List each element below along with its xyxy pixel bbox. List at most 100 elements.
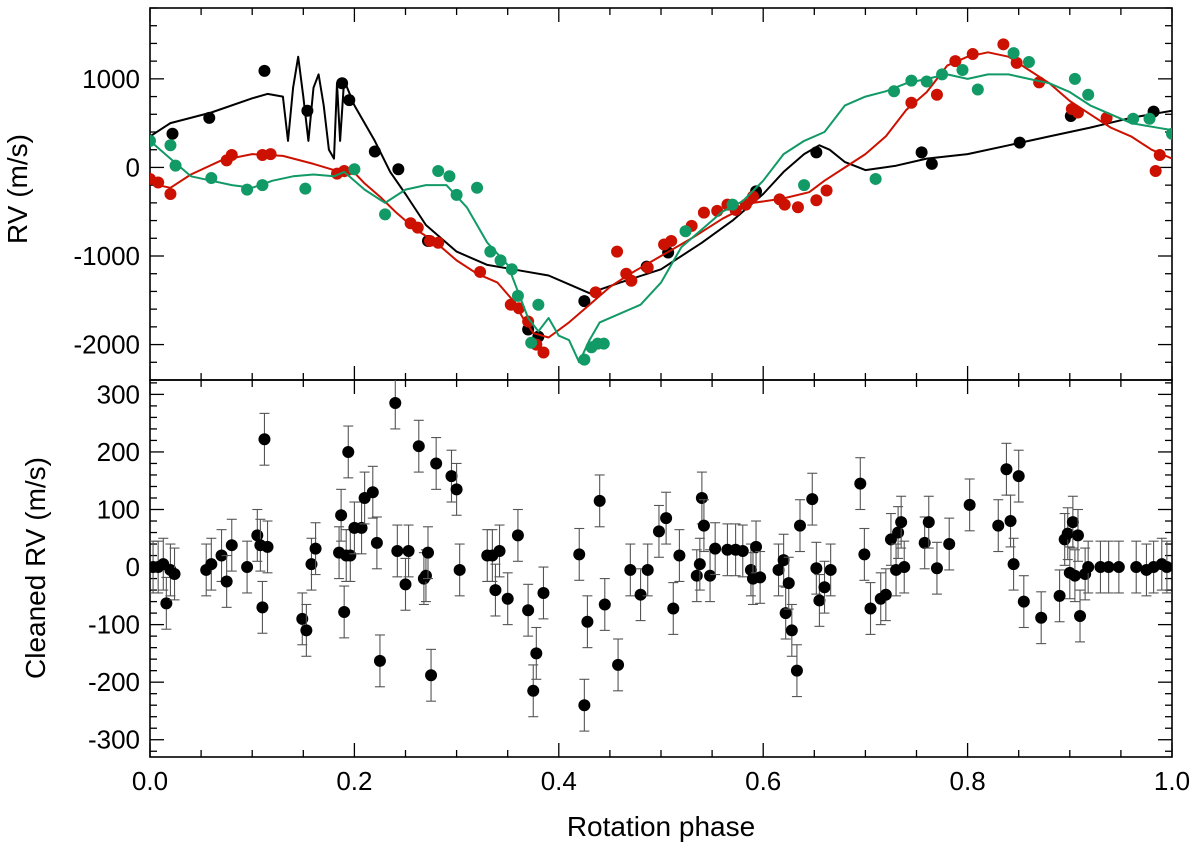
residuals-point [342, 445, 355, 458]
epoch-red-point [641, 261, 654, 274]
residuals-point [389, 397, 402, 410]
epoch-green-point [971, 83, 984, 96]
residuals-point [1112, 561, 1125, 574]
epoch-green-point [256, 179, 269, 192]
bottom-ylabel: Cleaned RV (m/s) [20, 457, 51, 679]
epoch-red-point [810, 194, 823, 207]
epoch-green-point [450, 188, 463, 201]
epoch-green-point [494, 254, 507, 267]
residuals-point [750, 540, 763, 553]
residuals-point [772, 563, 785, 576]
residuals-point [790, 664, 803, 677]
epoch-green-point [1007, 47, 1020, 60]
epoch-red-point [152, 176, 165, 189]
epoch-black-point [336, 77, 349, 90]
residuals-point [309, 542, 322, 555]
bottom-data [150, 380, 1172, 732]
residuals-point [261, 540, 274, 553]
residuals-point [296, 612, 309, 625]
residuals-point [489, 584, 502, 597]
residuals-point [785, 624, 798, 637]
residuals-point [1017, 595, 1030, 608]
epoch-black-point [810, 146, 823, 159]
residuals-point [892, 526, 905, 539]
epoch-black-point [392, 163, 405, 176]
epoch-red-point [264, 148, 277, 161]
residuals-point [256, 601, 269, 614]
bottom-ytick-label: 0 [126, 552, 140, 582]
residuals-point [652, 525, 665, 538]
residuals-point [1007, 558, 1020, 571]
bottom-ytick-label: -300 [88, 725, 140, 755]
residuals-point [501, 592, 514, 605]
residuals-point [1102, 561, 1115, 574]
residuals-point [858, 548, 871, 561]
epoch-black-point [343, 94, 356, 107]
residuals-point [930, 562, 943, 575]
residuals-point [493, 544, 506, 557]
epoch-red-point [611, 245, 624, 258]
xtick-label: 0.8 [950, 766, 986, 796]
residuals-point [225, 539, 238, 552]
epoch-green-point [169, 159, 182, 172]
residuals-point [754, 571, 767, 584]
top-panel-rv: -2000 -1000 0 1000 [74, 7, 1173, 381]
residuals-point [205, 558, 218, 571]
residuals-point [695, 491, 708, 504]
residuals-point [598, 598, 611, 611]
residuals-point [782, 577, 795, 590]
residuals-point [160, 597, 173, 610]
epoch-red-point [537, 346, 550, 359]
epoch-green-point [888, 85, 901, 98]
residuals-point [1082, 561, 1095, 574]
epoch-green-point [379, 208, 392, 221]
epoch-green-model-line [150, 73, 1172, 364]
epoch-red-point [225, 149, 238, 162]
epoch-black-point [1013, 136, 1026, 149]
epoch-green-point [679, 225, 692, 238]
epoch-red-point [966, 48, 979, 61]
residuals-point [1012, 470, 1025, 483]
epoch-green-point [484, 245, 497, 258]
xtick-label: 0.6 [745, 766, 781, 796]
epoch-black-point [368, 145, 381, 158]
epoch-green-point [597, 337, 610, 350]
residuals-point [709, 542, 722, 555]
residuals-point [818, 581, 831, 594]
residuals-point [918, 536, 931, 549]
residuals-point [445, 470, 458, 483]
xtick-label: 0.2 [336, 766, 372, 796]
epoch-green-point [956, 64, 969, 76]
bottom-ytick-label: 200 [97, 437, 140, 467]
residuals-point [578, 699, 591, 712]
residuals-point [530, 647, 543, 660]
epoch-black-point [258, 64, 271, 77]
residuals-point [1071, 529, 1084, 542]
residuals-point [522, 604, 535, 617]
xtick-label: 1.0 [1154, 766, 1190, 796]
residuals-point [220, 575, 233, 588]
residuals-point [779, 607, 792, 620]
epoch-red-point [778, 198, 791, 211]
epoch-red-point [1033, 76, 1046, 89]
residuals-point [335, 509, 348, 522]
residuals-point [258, 433, 271, 446]
epoch-green-point [578, 353, 591, 366]
residuals-point [527, 684, 540, 697]
residuals-point [1130, 561, 1143, 574]
epoch-black-point [925, 157, 938, 170]
residuals-point [581, 615, 594, 628]
epoch-green-point [432, 164, 445, 177]
residuals-point [1035, 611, 1048, 624]
bottom-ytick-label: 100 [97, 495, 140, 525]
epoch-green-point [299, 182, 312, 195]
epoch-green-point [205, 172, 218, 185]
epoch-black-point [578, 295, 591, 308]
residuals-point [777, 554, 790, 567]
epoch-red-point [164, 188, 177, 200]
top-ylabel: RV (m/s) [2, 134, 33, 244]
epoch-red-point [746, 190, 759, 203]
residuals-point [168, 567, 181, 580]
epoch-red-point [625, 274, 638, 287]
residuals-point [673, 549, 686, 562]
